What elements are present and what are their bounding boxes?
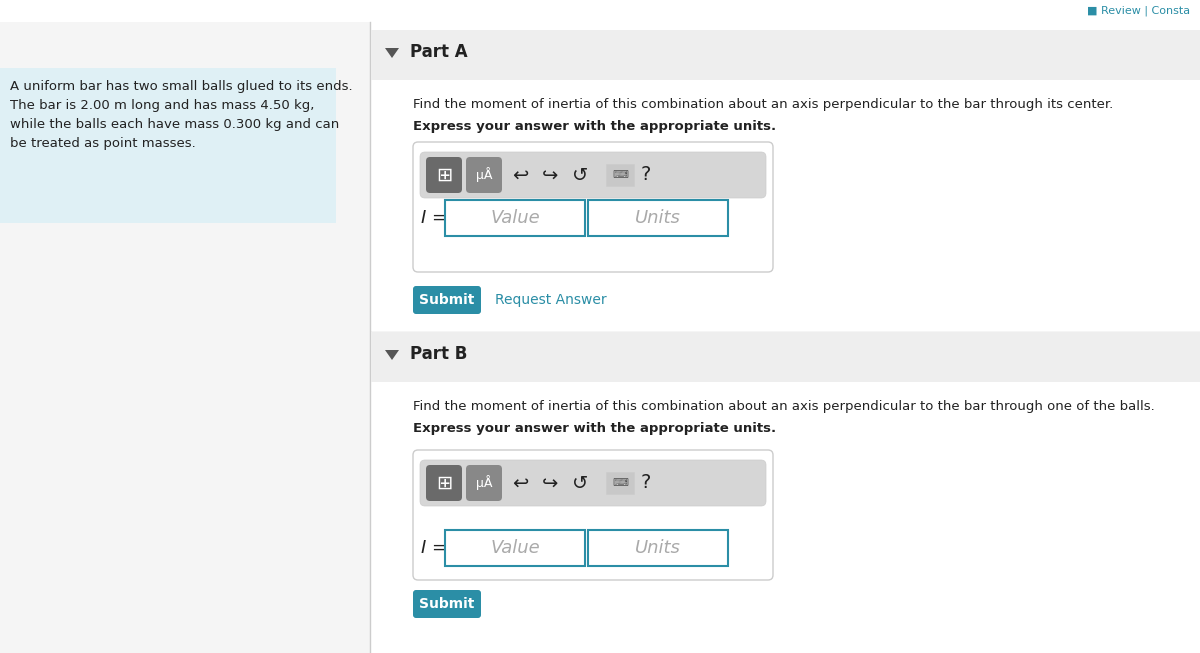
- Polygon shape: [385, 48, 398, 58]
- FancyBboxPatch shape: [426, 157, 462, 193]
- Text: ⊞: ⊞: [436, 473, 452, 492]
- Text: Value: Value: [490, 539, 540, 557]
- Text: ⌨: ⌨: [612, 170, 628, 180]
- Text: ↩: ↩: [512, 473, 528, 492]
- Polygon shape: [385, 350, 398, 360]
- Text: I =: I =: [421, 209, 448, 227]
- FancyBboxPatch shape: [466, 157, 502, 193]
- Text: μÅ: μÅ: [475, 168, 492, 182]
- Text: Submit: Submit: [419, 597, 475, 611]
- FancyBboxPatch shape: [466, 465, 502, 501]
- Text: μÅ: μÅ: [475, 475, 492, 490]
- Text: Request Answer: Request Answer: [496, 293, 607, 307]
- Text: Units: Units: [635, 209, 680, 227]
- FancyBboxPatch shape: [445, 200, 586, 236]
- FancyBboxPatch shape: [413, 286, 481, 314]
- FancyBboxPatch shape: [420, 152, 766, 198]
- Text: Find the moment of inertia of this combination about an axis perpendicular to th: Find the moment of inertia of this combi…: [413, 98, 1114, 111]
- Text: Part A: Part A: [410, 43, 468, 61]
- Text: ⊞: ⊞: [436, 165, 452, 185]
- FancyBboxPatch shape: [371, 382, 1200, 652]
- FancyBboxPatch shape: [0, 0, 1200, 22]
- FancyBboxPatch shape: [588, 530, 728, 566]
- FancyBboxPatch shape: [588, 200, 728, 236]
- Text: ↺: ↺: [572, 473, 588, 492]
- FancyBboxPatch shape: [420, 460, 766, 506]
- Text: ?: ?: [641, 473, 652, 492]
- FancyBboxPatch shape: [371, 80, 1200, 360]
- Text: Submit: Submit: [419, 293, 475, 307]
- Text: Find the moment of inertia of this combination about an axis perpendicular to th: Find the moment of inertia of this combi…: [413, 400, 1154, 413]
- Text: I =: I =: [421, 539, 448, 557]
- FancyBboxPatch shape: [413, 450, 773, 580]
- Text: ⌨: ⌨: [612, 478, 628, 488]
- Text: Units: Units: [635, 539, 680, 557]
- FancyBboxPatch shape: [413, 142, 773, 272]
- Text: ↺: ↺: [572, 165, 588, 185]
- FancyBboxPatch shape: [606, 472, 634, 494]
- Text: ?: ?: [641, 165, 652, 185]
- FancyBboxPatch shape: [426, 465, 462, 501]
- Text: ↩: ↩: [512, 165, 528, 185]
- Text: Express your answer with the appropriate units.: Express your answer with the appropriate…: [413, 422, 776, 435]
- Text: Part B: Part B: [410, 345, 467, 363]
- FancyBboxPatch shape: [606, 164, 634, 186]
- FancyBboxPatch shape: [371, 22, 1200, 653]
- Text: Value: Value: [490, 209, 540, 227]
- Text: ↪: ↪: [542, 473, 558, 492]
- Text: while the balls each have mass 0.300 kg and can: while the balls each have mass 0.300 kg …: [10, 118, 340, 131]
- Text: A uniform bar has two small balls glued to its ends.: A uniform bar has two small balls glued …: [10, 80, 353, 93]
- Text: Express your answer with the appropriate units.: Express your answer with the appropriate…: [413, 120, 776, 133]
- Text: ↪: ↪: [542, 165, 558, 185]
- FancyBboxPatch shape: [445, 530, 586, 566]
- FancyBboxPatch shape: [0, 68, 336, 223]
- FancyBboxPatch shape: [371, 30, 1200, 80]
- FancyBboxPatch shape: [371, 332, 1200, 382]
- Text: The bar is 2.00 m long and has mass 4.50 kg,: The bar is 2.00 m long and has mass 4.50…: [10, 99, 314, 112]
- FancyBboxPatch shape: [413, 590, 481, 618]
- Text: be treated as point masses.: be treated as point masses.: [10, 137, 196, 150]
- Text: ■ Review | Consta: ■ Review | Consta: [1087, 5, 1190, 16]
